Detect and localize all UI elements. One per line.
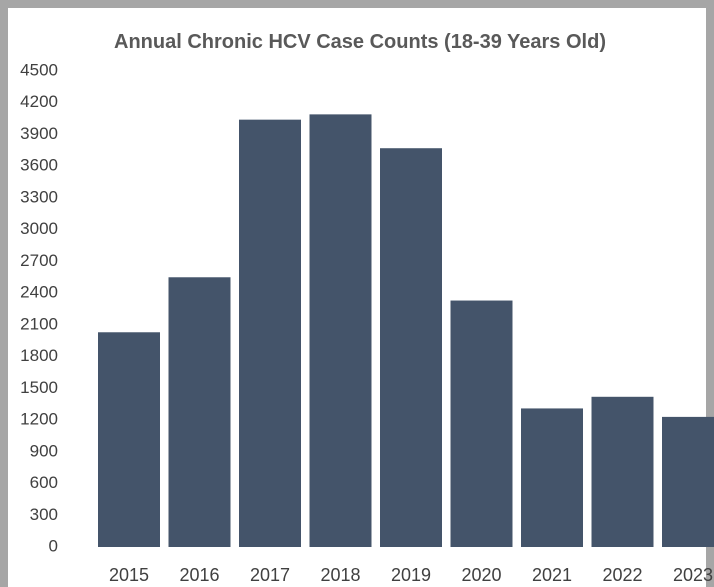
bar [168, 277, 231, 547]
bar [662, 416, 714, 547]
x-tick-label: 2017 [250, 565, 290, 585]
bar [239, 119, 301, 547]
x-tick-label: 2015 [109, 565, 149, 585]
x-tick-label: 2016 [179, 565, 219, 585]
x-tick-label: 2019 [391, 565, 431, 585]
chart-title: Annual Chronic HCV Case Counts (18-39 Ye… [114, 31, 606, 53]
x-tick-label: 2020 [461, 565, 501, 585]
bar [98, 332, 160, 547]
y-tick-label: 3300 [20, 187, 58, 206]
y-tick-label: 2100 [20, 314, 58, 333]
y-tick-label: 4200 [20, 92, 58, 111]
y-tick-label: 0 [49, 536, 58, 555]
y-tick-label: 900 [30, 441, 58, 460]
y-tick-label: 300 [30, 505, 58, 524]
y-tick-label: 3900 [20, 124, 58, 143]
x-tick-label: 2021 [532, 565, 572, 585]
bar [521, 408, 583, 547]
bar [380, 148, 442, 547]
y-tick-label: 1800 [20, 346, 58, 365]
y-tick-label: 4500 [20, 60, 58, 79]
y-tick-label: 600 [30, 473, 58, 492]
x-tick-label: 2022 [602, 565, 642, 585]
x-tick-label: 2018 [320, 565, 360, 585]
y-tick-label: 3000 [20, 219, 58, 238]
bar [591, 396, 654, 547]
x-tick-label: 2023 [673, 565, 713, 585]
bar [450, 300, 513, 547]
y-tick-label: 3600 [20, 156, 58, 175]
y-tick-label: 2400 [20, 283, 58, 302]
y-tick-label: 1200 [20, 410, 58, 429]
y-tick-label: 1500 [20, 378, 58, 397]
y-tick-label: 2700 [20, 251, 58, 270]
bar [309, 114, 372, 547]
